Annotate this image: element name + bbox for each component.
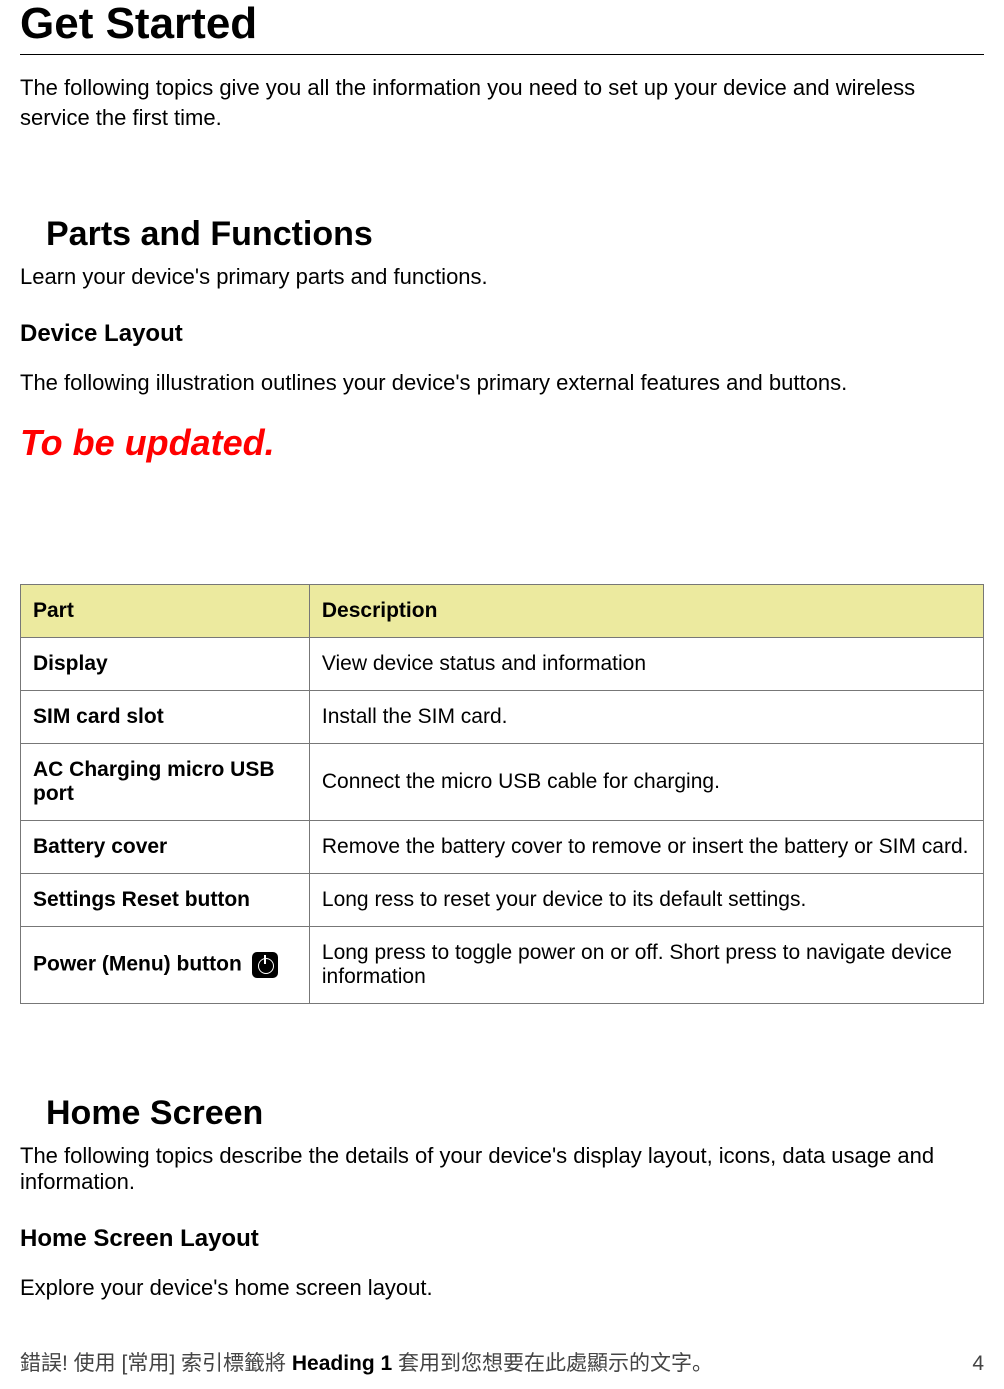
table-header-description: Description xyxy=(309,584,983,637)
title-divider xyxy=(20,54,984,55)
table-cell-description: View device status and information xyxy=(309,637,983,690)
home-layout-heading: Home Screen Layout xyxy=(20,1225,984,1253)
section-parts-heading: Parts and Functions xyxy=(20,215,984,254)
footer-left-suffix: 套用到您想要在此處顯示的文字。 xyxy=(392,1352,713,1375)
part-name-label: Power (Menu) button xyxy=(33,952,242,975)
footer-page-number: 4 xyxy=(972,1352,984,1376)
table-cell-description: Long ress to reset your device to its de… xyxy=(309,873,983,926)
page-title: Get Started xyxy=(20,0,984,48)
to-be-updated-note: To be updated. xyxy=(20,422,984,464)
footer-left-bold: Heading 1 xyxy=(292,1352,392,1375)
section-home-heading: Home Screen xyxy=(20,1094,984,1133)
table-cell-description: Remove the battery cover to remove or in… xyxy=(309,820,983,873)
table-row: Settings Reset button Long ress to reset … xyxy=(21,873,984,926)
footer-left-prefix: 錯誤! 使用 [常用] 索引標籤將 xyxy=(20,1352,292,1375)
table-cell-description: Long press to toggle power on or off. Sh… xyxy=(309,926,983,1003)
section-home-intro: The following topics describe the detail… xyxy=(20,1143,984,1195)
table-cell-description: Connect the micro USB cable for charging… xyxy=(309,743,983,820)
table-cell-description: Install the SIM card. xyxy=(309,690,983,743)
table-row: Display View device status and informatio… xyxy=(21,637,984,690)
table-cell-part: Display xyxy=(21,637,310,690)
table-cell-part: Settings Reset button xyxy=(21,873,310,926)
table-row: SIM card slot Install the SIM card. xyxy=(21,690,984,743)
table-row: AC Charging micro USB port Connect the mi… xyxy=(21,743,984,820)
intro-text: The following topics give you all the in… xyxy=(20,73,984,132)
device-layout-text: The following illustration outlines your… xyxy=(20,370,984,396)
page-footer: 錯誤! 使用 [常用] 索引標籤將 Heading 1 套用到您想要在此處顯示的… xyxy=(20,1347,984,1377)
section-parts-intro: Learn your device's primary parts and fu… xyxy=(20,264,984,290)
part-name-label: SIM card slot xyxy=(33,705,164,728)
table-header-part: Part xyxy=(21,584,310,637)
part-name-label: AC Charging micro USB port xyxy=(33,758,275,805)
table-cell-part: Power (Menu) button xyxy=(21,926,310,1003)
device-layout-heading: Device Layout xyxy=(20,320,984,348)
table-cell-part: Battery cover xyxy=(21,820,310,873)
table-header-row: Part Description xyxy=(21,584,984,637)
parts-table: Part Description Display View device stat… xyxy=(20,584,984,1004)
table-row: Battery cover Remove the battery cover to… xyxy=(21,820,984,873)
part-name-label: Battery cover xyxy=(33,835,167,858)
part-name-label: Display xyxy=(33,652,108,675)
table-row: Power (Menu) button Long press to toggle … xyxy=(21,926,984,1003)
home-layout-text: Explore your device's home screen layout… xyxy=(20,1275,984,1301)
table-cell-part: SIM card slot xyxy=(21,690,310,743)
footer-left: 錯誤! 使用 [常用] 索引標籤將 Heading 1 套用到您想要在此處顯示的… xyxy=(20,1347,713,1377)
part-name-label: Settings Reset button xyxy=(33,888,250,911)
table-cell-part: AC Charging micro USB port xyxy=(21,743,310,820)
power-icon xyxy=(252,952,278,978)
